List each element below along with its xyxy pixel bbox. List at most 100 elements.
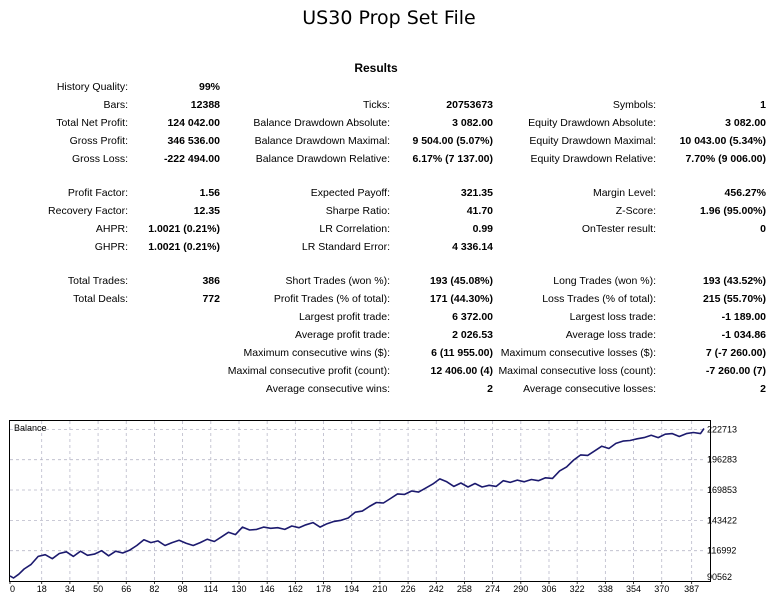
metric-value: 9 504.00 (5.07%) xyxy=(412,135,493,147)
metric-label: Bars: xyxy=(103,99,128,111)
metric-value: 386 xyxy=(202,275,220,287)
metric-label: Balance Drawdown Absolute: xyxy=(253,117,390,129)
x-tick-label: 98 xyxy=(178,584,188,594)
y-tick-label: 196283 xyxy=(707,455,737,465)
metric-label: Gross Loss: xyxy=(71,153,128,165)
metric-label: Equity Drawdown Maximal: xyxy=(529,135,656,147)
x-tick-label: 354 xyxy=(626,584,641,594)
x-tick-label: 178 xyxy=(316,584,331,594)
x-tick-label: 258 xyxy=(457,584,472,594)
chart-title: Balance xyxy=(14,423,47,433)
metric-value: 1.0021 (0.21%) xyxy=(148,241,220,253)
metric-value: 772 xyxy=(202,293,220,305)
x-tick-label: 34 xyxy=(65,584,75,594)
x-tick-label: 194 xyxy=(344,584,359,594)
metric-label: Loss Trades (% of total): xyxy=(542,293,656,305)
metric-label: LR Correlation: xyxy=(319,223,390,235)
y-tick-label: 90562 xyxy=(707,572,732,582)
metric-label: Maximal consecutive loss (count): xyxy=(498,365,656,377)
metric-value: -222 494.00 xyxy=(163,153,220,165)
chart-grid xyxy=(10,421,704,581)
metric-value: 1.0021 (0.21%) xyxy=(148,223,220,235)
metric-label: Profit Factor: xyxy=(67,187,128,199)
metric-label: Recovery Factor: xyxy=(48,205,128,217)
y-tick-label: 222713 xyxy=(707,424,737,434)
x-tick-label: 242 xyxy=(429,584,444,594)
metric-label: Gross Profit: xyxy=(69,135,128,147)
x-tick-label: 50 xyxy=(93,584,103,594)
metric-value: 3 082.00 xyxy=(725,117,766,129)
metric-label: Short Trades (won %): xyxy=(285,275,390,287)
x-tick-label: 338 xyxy=(598,584,613,594)
metric-value: 2 026.53 xyxy=(452,329,493,341)
metric-value: 0 xyxy=(760,223,766,235)
results-row: Recovery Factor: 12.35 Sharpe Ratio: 41.70 Z… xyxy=(0,205,778,221)
x-tick-label: 146 xyxy=(260,584,275,594)
results-row: Bars: 12388 Ticks: 20753673 Symbols: 1 xyxy=(0,99,778,115)
metric-value: 346 536.00 xyxy=(167,135,220,147)
metric-value: 99% xyxy=(198,81,220,93)
metric-value: -7 260.00 (7) xyxy=(705,365,766,377)
results-row: Average consecutive wins: 2 Average consec… xyxy=(0,383,778,399)
results-row: Total Net Profit: 124 042.00 Balance Drawd… xyxy=(0,117,778,133)
metric-label: Z-Score: xyxy=(615,205,656,217)
metric-value: 0.99 xyxy=(472,223,493,235)
results-report: Results History Quality: 99% Bars: 12388 Tic… xyxy=(0,61,778,399)
metric-value: 12388 xyxy=(190,99,220,111)
metric-value: 6 (11 955.00) xyxy=(431,347,493,359)
metric-label: GHPR: xyxy=(94,241,128,253)
results-row: Average profit trade: 2 026.53 Average los… xyxy=(0,329,778,345)
metric-value: 1.56 xyxy=(199,187,220,199)
results-row: Gross Profit: 346 536.00 Balance Drawdown … xyxy=(0,135,778,151)
metric-label: Expected Payoff: xyxy=(310,187,390,199)
metric-label: AHPR: xyxy=(95,223,128,235)
metric-label: LR Standard Error: xyxy=(301,241,390,253)
balance-chart-svg: Balance 90562 116992 143422 169853 196283 222… xyxy=(9,421,737,594)
x-tick-label: 114 xyxy=(204,584,218,594)
results-row: Maximal consecutive profit (count): 12 40… xyxy=(0,365,778,381)
results-row: GHPR: 1.0021 (0.21%) LR Standard Error: 4 3… xyxy=(0,241,778,257)
metric-label: Largest loss trade: xyxy=(569,311,656,323)
metric-label: Margin Level: xyxy=(592,187,656,199)
results-row: History Quality: 99% xyxy=(0,81,778,97)
metric-value: 124 042.00 xyxy=(167,117,220,129)
metric-value: -1 034.86 xyxy=(721,329,766,341)
metric-value: 12.35 xyxy=(193,205,220,217)
metric-label: Total Deals: xyxy=(73,293,128,305)
metric-label: Balance Drawdown Maximal: xyxy=(254,135,390,147)
metric-value: -1 189.00 xyxy=(721,311,766,323)
x-tick-label: 0 xyxy=(10,584,15,594)
results-row: Gross Loss: -222 494.00 Balance Drawdown R… xyxy=(0,153,778,169)
metric-label: Symbols: xyxy=(612,99,656,111)
results-row: Total Trades: 386 Short Trades (won %): 193… xyxy=(0,275,778,291)
metric-value: 1 xyxy=(760,99,766,111)
metric-value: 215 (55.70%) xyxy=(702,293,766,305)
results-row: Total Deals: 772 Profit Trades (% of total… xyxy=(0,293,778,309)
metric-label: Average consecutive losses: xyxy=(523,383,656,395)
metric-value: 10 043.00 (5.34%) xyxy=(679,135,766,147)
metric-value: 2 xyxy=(487,383,493,395)
x-tick-label: 306 xyxy=(541,584,556,594)
results-row: Maximum consecutive wins ($): 6 (11 955.0… xyxy=(0,347,778,363)
y-tick-label: 169853 xyxy=(707,485,737,495)
x-tick-label: 370 xyxy=(654,584,669,594)
metric-value: 6 372.00 xyxy=(452,311,493,323)
x-tick-label: 162 xyxy=(288,584,303,594)
metric-value: 2 xyxy=(760,383,766,395)
metric-value: 6.17% (7 137.00) xyxy=(412,153,493,165)
metric-label: Total Trades: xyxy=(67,275,128,287)
results-row: Largest profit trade: 6 372.00 Largest los… xyxy=(0,311,778,327)
metric-label: Long Trades (won %): xyxy=(553,275,656,287)
metric-value: 7.70% (9 006.00) xyxy=(685,153,766,165)
metric-value: 41.70 xyxy=(466,205,493,217)
x-tick-label: 18 xyxy=(37,584,47,594)
x-axis-ticks: 0 18 34 50 66 82 98 114 130 146 162 178 194 210 226 242… xyxy=(9,581,699,594)
metric-label: Average loss trade: xyxy=(565,329,656,341)
balance-chart: Balance 90562 116992 143422 169853 196283 222… xyxy=(9,420,737,594)
metric-label: Maximum consecutive wins ($): xyxy=(243,347,390,359)
x-tick-label: 66 xyxy=(121,584,131,594)
metric-label: Equity Drawdown Relative: xyxy=(530,153,656,165)
x-tick-label: 387 xyxy=(684,584,699,594)
metric-value: 4 336.14 xyxy=(452,241,493,253)
page-title: US30 Prop Set File xyxy=(302,7,476,29)
